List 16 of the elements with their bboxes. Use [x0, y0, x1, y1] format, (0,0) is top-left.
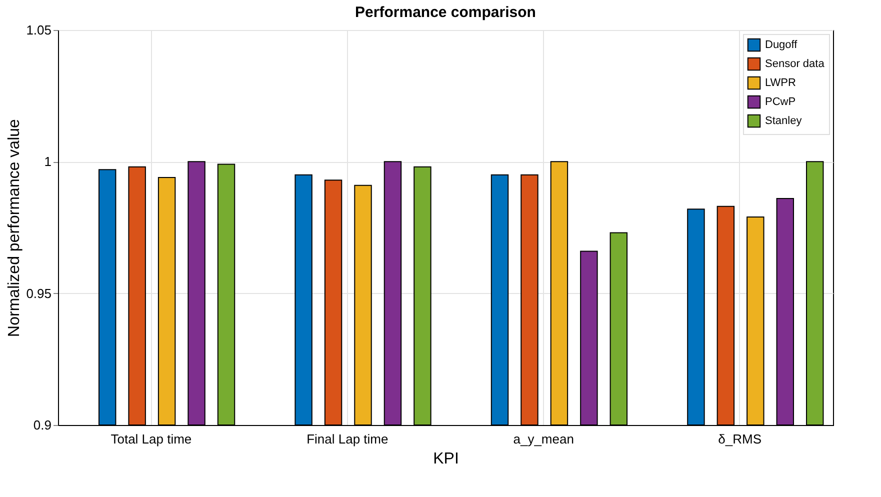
chart-title: Performance comparison: [355, 4, 536, 21]
x-axis-title: KPI: [433, 450, 459, 468]
y-tick-label: 1.05: [26, 22, 52, 38]
x-tick-label: δ_RMS: [718, 432, 762, 446]
legend-label: Sensor data: [765, 58, 826, 70]
legend-label: Stanley: [765, 115, 802, 127]
x-tick-label: a_y_mean: [513, 432, 574, 446]
y-tick-label: 1: [44, 154, 52, 170]
legend-label: LWPR: [765, 77, 796, 89]
y-axis-title: Normalized performance value: [6, 118, 24, 337]
y-tick-label: 0.9: [33, 418, 52, 432]
x-tick-label: Final Lap time: [306, 432, 388, 446]
legend-label: Dugoff: [765, 39, 798, 51]
x-tick-label: Total Lap time: [110, 432, 192, 446]
legend-label: PCwP: [765, 96, 796, 108]
y-tick-label: 0.95: [26, 286, 52, 301]
